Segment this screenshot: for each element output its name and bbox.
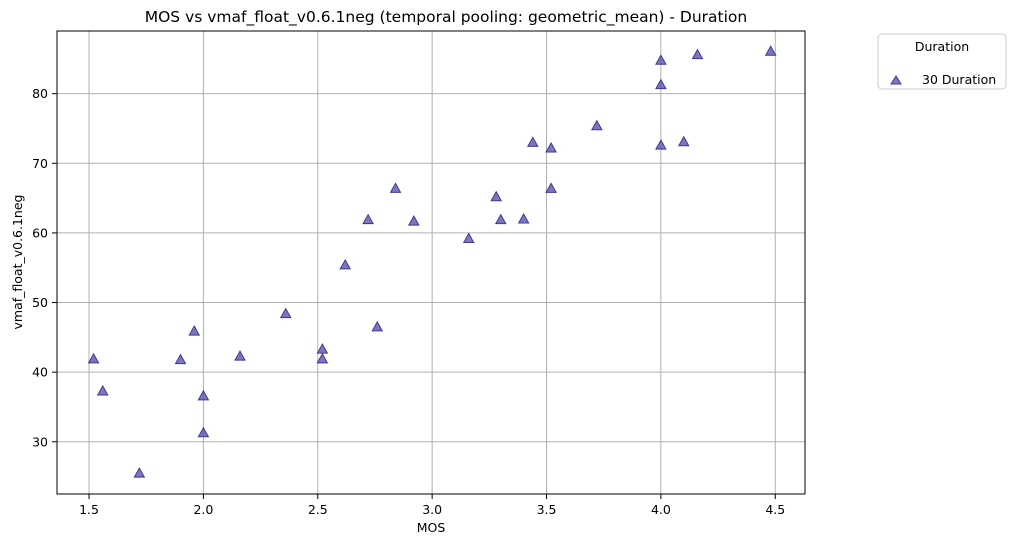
y-tick-label: 80 — [32, 86, 48, 101]
y-axis-label: vmaf_float_v0.6.1neg — [10, 195, 25, 330]
data-point — [655, 139, 667, 150]
data-point — [655, 78, 667, 90]
data-point — [545, 141, 557, 153]
data-point — [494, 213, 507, 225]
y-tick-label: 60 — [32, 225, 48, 240]
data-point — [462, 232, 475, 243]
x-tick-label: 1.5 — [79, 502, 99, 517]
data-point — [371, 320, 384, 332]
data-point — [133, 467, 146, 478]
data-point — [545, 182, 557, 193]
y-tick-label: 70 — [32, 156, 48, 171]
data-points — [87, 45, 777, 478]
y-axis-ticks: 30 40 50 60 70 80 — [32, 86, 57, 449]
x-axis-ticks: 1.5 2.0 2.5 3.0 3.5 4.0 4.5 — [79, 494, 785, 517]
data-point — [526, 136, 539, 147]
data-point — [316, 343, 329, 354]
legend: Duration 30 Duration — [877, 33, 1007, 90]
y-tick-label: 30 — [32, 434, 48, 449]
data-point — [96, 384, 109, 396]
x-tick-label: 2.0 — [193, 502, 213, 517]
data-point — [389, 182, 402, 193]
data-point — [197, 426, 210, 438]
legend-marker-triangle — [890, 75, 902, 85]
x-tick-label: 3.0 — [422, 502, 442, 517]
data-point — [407, 215, 420, 226]
data-point — [517, 212, 530, 224]
data-point — [691, 48, 704, 60]
data-point — [188, 325, 201, 336]
data-point — [490, 190, 503, 202]
data-point — [655, 54, 667, 65]
data-point — [339, 258, 352, 270]
data-point — [362, 213, 374, 225]
data-point — [197, 389, 210, 401]
legend-label: 30 Duration — [922, 72, 996, 87]
y-tick-label: 40 — [32, 365, 48, 380]
data-point — [677, 135, 690, 147]
data-point — [174, 353, 187, 365]
chart-title: MOS vs vmaf_float_v0.6.1neg (temporal po… — [145, 8, 748, 27]
x-tick-label: 4.0 — [651, 502, 671, 517]
data-point — [279, 307, 292, 319]
legend-box — [877, 33, 1007, 90]
data-point — [234, 350, 246, 361]
data-point — [590, 119, 603, 131]
plot-frame — [56, 30, 806, 495]
x-axis-label: MOS — [417, 520, 446, 535]
grid-lines — [57, 31, 805, 494]
legend-title: Duration — [915, 39, 969, 54]
x-tick-label: 4.5 — [765, 502, 785, 517]
data-point — [764, 45, 777, 56]
y-tick-label: 50 — [32, 295, 48, 310]
data-point — [316, 352, 329, 364]
data-point — [87, 352, 100, 364]
x-tick-label: 3.5 — [537, 502, 557, 517]
x-tick-label: 2.5 — [308, 502, 328, 517]
